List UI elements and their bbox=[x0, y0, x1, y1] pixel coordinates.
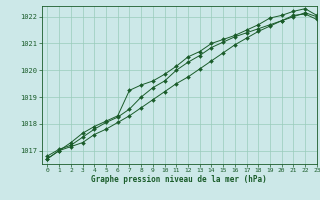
X-axis label: Graphe pression niveau de la mer (hPa): Graphe pression niveau de la mer (hPa) bbox=[91, 175, 267, 184]
